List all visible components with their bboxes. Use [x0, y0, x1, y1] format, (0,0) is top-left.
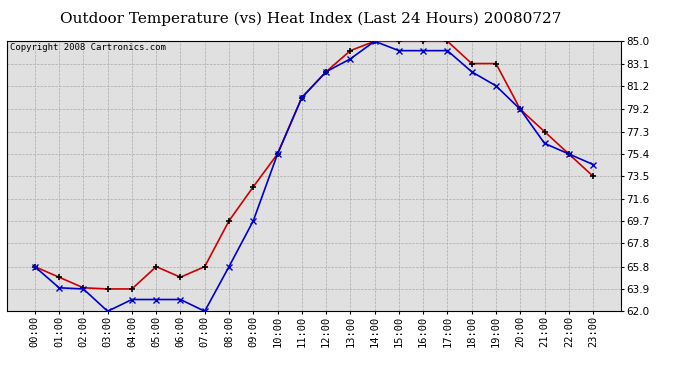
- Text: Outdoor Temperature (vs) Heat Index (Last 24 Hours) 20080727: Outdoor Temperature (vs) Heat Index (Las…: [60, 11, 561, 26]
- Text: Copyright 2008 Cartronics.com: Copyright 2008 Cartronics.com: [10, 43, 166, 52]
